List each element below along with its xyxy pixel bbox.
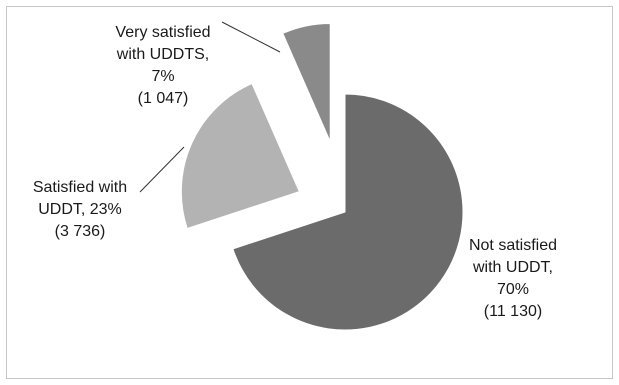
label-satisfied-line: UDDT, 23% — [38, 201, 122, 218]
label-not-satisfied-line: (11 130) — [484, 303, 542, 320]
label-not-satisfied-line: with UDDT, — [472, 259, 553, 276]
label-very-satisfied-line: 7% — [151, 68, 174, 85]
label-very-satisfied-line: (1 047) — [138, 90, 189, 107]
leader-lines-layer — [139, 21, 281, 193]
slices-layer — [180, 23, 464, 331]
label-very-satisfied-line: with UDDTS, — [116, 46, 209, 63]
label-very-satisfied: Very satisfied with UDDTS, 7% (1 047) — [115, 24, 210, 107]
label-satisfied: Satisfied with UDDT, 23% (3 736) — [33, 179, 127, 240]
labels-layer: Not satisfied with UDDT, 70% (11 130) Satisf… — [33, 24, 557, 320]
chart-border — [6, 6, 613, 379]
label-not-satisfied: Not satisfied with UDDT, 70% (11 130) — [469, 237, 557, 320]
label-not-satisfied-line: Not satisfied — [469, 237, 557, 254]
slice-very-satisfied — [282, 23, 331, 142]
slice-satisfied — [180, 82, 301, 230]
label-satisfied-line: (3 736) — [55, 223, 106, 240]
label-not-satisfied-line: 70% — [497, 281, 529, 298]
label-very-satisfied-line: Very satisfied — [115, 24, 210, 41]
leader-line-very-satisfied — [221, 21, 281, 53]
slice-not-satisfied — [232, 93, 464, 331]
label-satisfied-line: Satisfied with — [33, 179, 127, 196]
leader-line-satisfied — [139, 146, 185, 193]
